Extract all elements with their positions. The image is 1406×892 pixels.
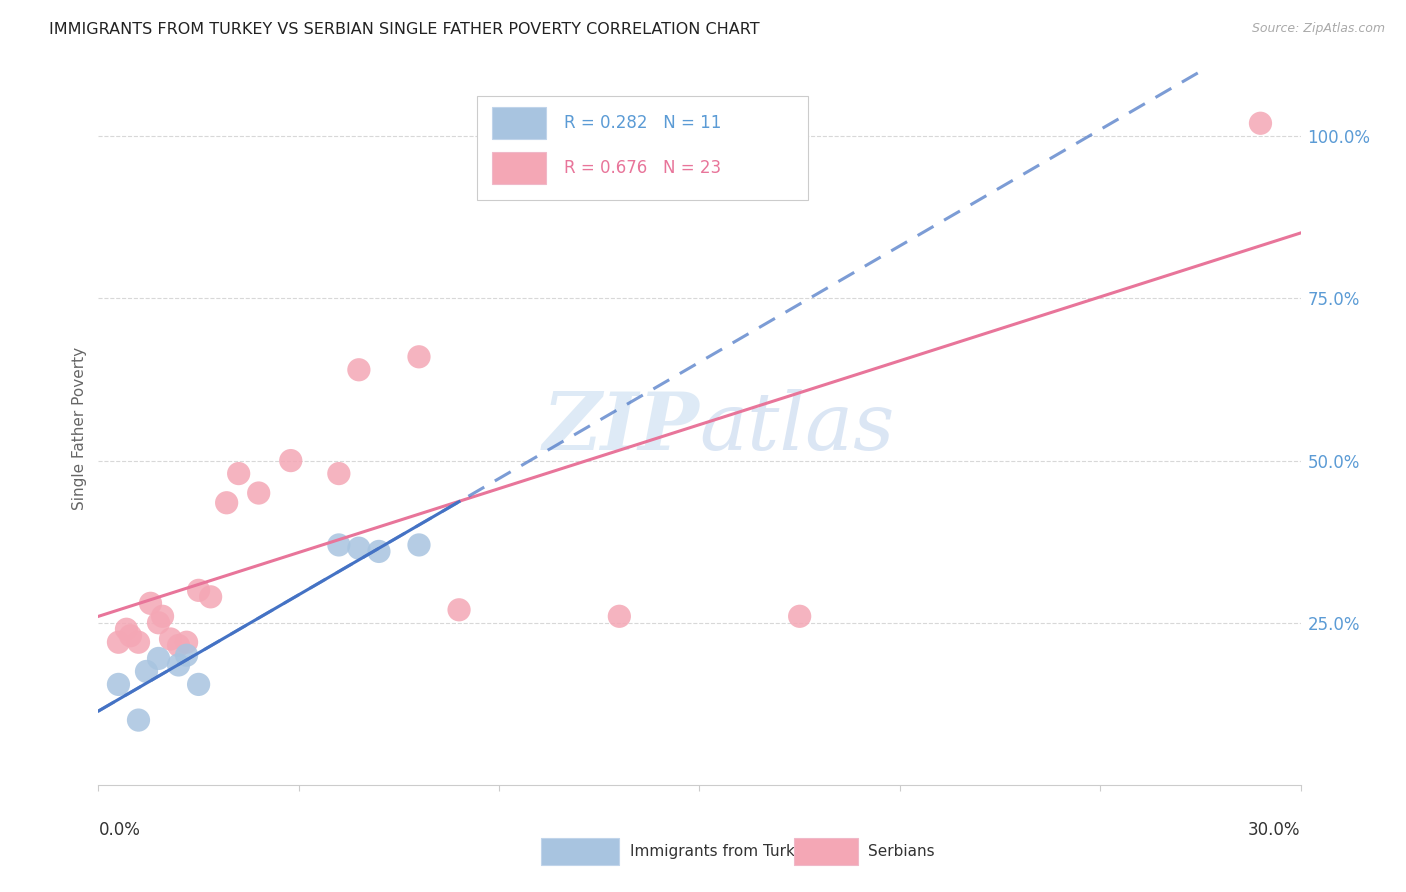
Point [1250,116,1272,130]
Point [368,544,391,558]
Text: IMMIGRANTS FROM TURKEY VS SERBIAN SINGLE FATHER POVERTY CORRELATION CHART: IMMIGRANTS FROM TURKEY VS SERBIAN SINGLE… [49,22,759,37]
Point [408,350,430,364]
Point [167,657,190,672]
Point [107,635,129,649]
FancyBboxPatch shape [492,152,546,184]
Point [408,538,430,552]
Point [247,486,270,500]
Point [115,622,138,636]
Text: R = 0.676   N = 23: R = 0.676 N = 23 [564,159,721,177]
Point [120,629,142,643]
Text: Immigrants from Turkey: Immigrants from Turkey [630,845,813,859]
Point [139,596,162,610]
Point [152,609,174,624]
Point [148,615,170,630]
Text: 0.0%: 0.0% [98,821,141,838]
Text: Source: ZipAtlas.com: Source: ZipAtlas.com [1251,22,1385,36]
Point [148,651,170,665]
Text: Serbians: Serbians [868,845,934,859]
Point [135,665,157,679]
Point [128,713,150,727]
Point [789,609,811,624]
Point [347,541,370,556]
Text: R = 0.282   N = 11: R = 0.282 N = 11 [564,114,721,132]
Point [347,363,370,377]
Y-axis label: Single Father Poverty: Single Father Poverty [72,347,87,509]
Point [128,635,150,649]
FancyBboxPatch shape [492,107,546,139]
Point [200,590,222,604]
FancyBboxPatch shape [477,96,807,200]
Point [176,648,198,663]
Point [107,677,129,691]
Point [187,583,209,598]
Point [447,603,470,617]
Point [609,609,631,624]
Point [328,538,350,552]
Point [176,635,198,649]
Point [228,467,250,481]
Text: ZIP: ZIP [543,390,700,467]
Text: 30.0%: 30.0% [1249,821,1301,838]
Point [215,496,238,510]
Point [328,467,350,481]
Point [280,453,302,467]
Point [159,632,181,646]
Point [187,677,209,691]
Text: atlas: atlas [700,390,894,467]
Point [167,639,190,653]
